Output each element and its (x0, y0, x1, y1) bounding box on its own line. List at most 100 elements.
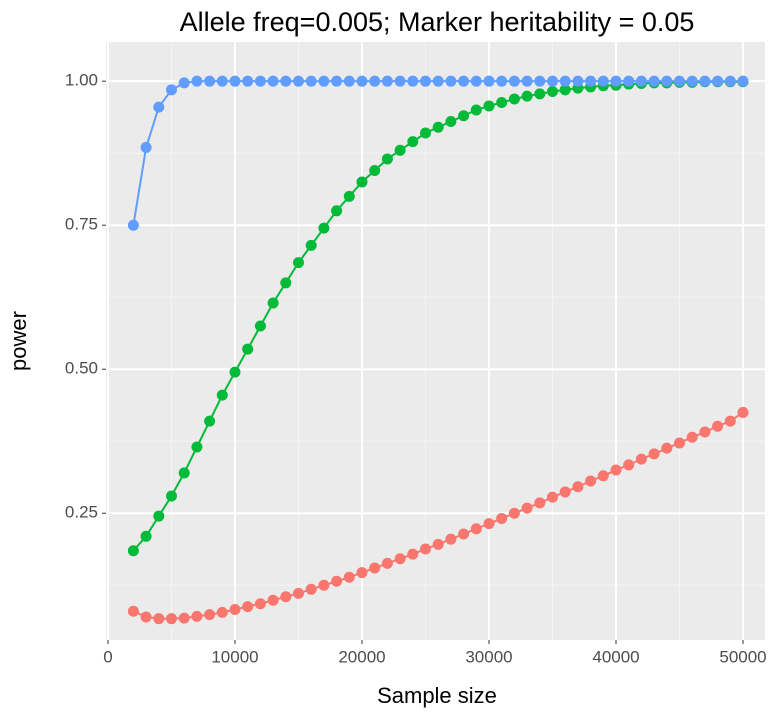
point (635, 453, 647, 465)
point (483, 75, 495, 87)
point (305, 583, 317, 595)
point (610, 75, 622, 87)
point (470, 523, 482, 535)
point (407, 136, 419, 148)
point (470, 104, 482, 116)
point (191, 75, 203, 87)
point (216, 606, 228, 618)
point (534, 497, 546, 509)
point (521, 502, 533, 514)
point (318, 579, 330, 591)
point (356, 176, 368, 188)
y-tick-label: 0.50 (65, 359, 98, 378)
point (242, 343, 254, 355)
point (508, 507, 520, 519)
point (254, 320, 266, 332)
point (445, 116, 457, 128)
point (572, 75, 584, 87)
point (432, 538, 444, 550)
point (648, 448, 660, 460)
point (699, 75, 711, 87)
point (686, 75, 698, 87)
point (508, 75, 520, 87)
point (318, 222, 330, 234)
point (623, 459, 635, 471)
point (483, 100, 495, 112)
point (724, 415, 736, 427)
point (204, 75, 216, 87)
point (153, 613, 165, 625)
point (521, 90, 533, 102)
point (153, 510, 165, 522)
point (712, 75, 724, 87)
point (445, 75, 457, 87)
point (280, 75, 292, 87)
point (559, 486, 571, 498)
point (140, 611, 152, 623)
point (331, 205, 343, 217)
point (432, 121, 444, 133)
x-tick-label: 20000 (338, 647, 385, 666)
point (191, 441, 203, 453)
point (699, 426, 711, 438)
point (547, 491, 559, 503)
point (394, 144, 406, 156)
point (140, 141, 152, 153)
point (686, 431, 698, 443)
point (331, 75, 343, 87)
point (267, 297, 279, 309)
point (407, 75, 419, 87)
chart-title: Allele freq=0.005; Marker heritability =… (180, 7, 695, 37)
point (661, 442, 673, 454)
point (178, 467, 190, 479)
point (127, 605, 139, 617)
point (204, 609, 216, 621)
point (229, 603, 241, 615)
point (369, 164, 381, 176)
point (458, 75, 470, 87)
point (407, 548, 419, 560)
point (597, 75, 609, 87)
point (445, 533, 457, 545)
point (419, 75, 431, 87)
x-tick-label: 30000 (465, 647, 512, 666)
point (419, 127, 431, 139)
point (178, 612, 190, 624)
point (140, 530, 152, 542)
point (153, 101, 165, 113)
point (394, 75, 406, 87)
point (127, 545, 139, 557)
point (165, 490, 177, 502)
point (369, 75, 381, 87)
point (635, 75, 647, 87)
point (267, 594, 279, 606)
point (216, 389, 228, 401)
point (229, 75, 241, 87)
point (712, 420, 724, 432)
point (572, 481, 584, 493)
point (127, 219, 139, 231)
point (356, 567, 368, 579)
point (381, 153, 393, 165)
point (191, 610, 203, 622)
point (737, 406, 749, 418)
point (534, 75, 546, 87)
point (737, 75, 749, 87)
point (165, 613, 177, 625)
point (369, 562, 381, 574)
point (216, 75, 228, 87)
point (242, 601, 254, 613)
point (724, 75, 736, 87)
point (343, 190, 355, 202)
point (381, 557, 393, 569)
point (648, 75, 660, 87)
point (483, 518, 495, 530)
point (547, 75, 559, 87)
x-tick-label: 40000 (592, 647, 639, 666)
point (292, 75, 304, 87)
point (331, 575, 343, 587)
x-tick-label: 10000 (211, 647, 258, 666)
point (267, 75, 279, 87)
point (661, 75, 673, 87)
point (458, 528, 470, 540)
